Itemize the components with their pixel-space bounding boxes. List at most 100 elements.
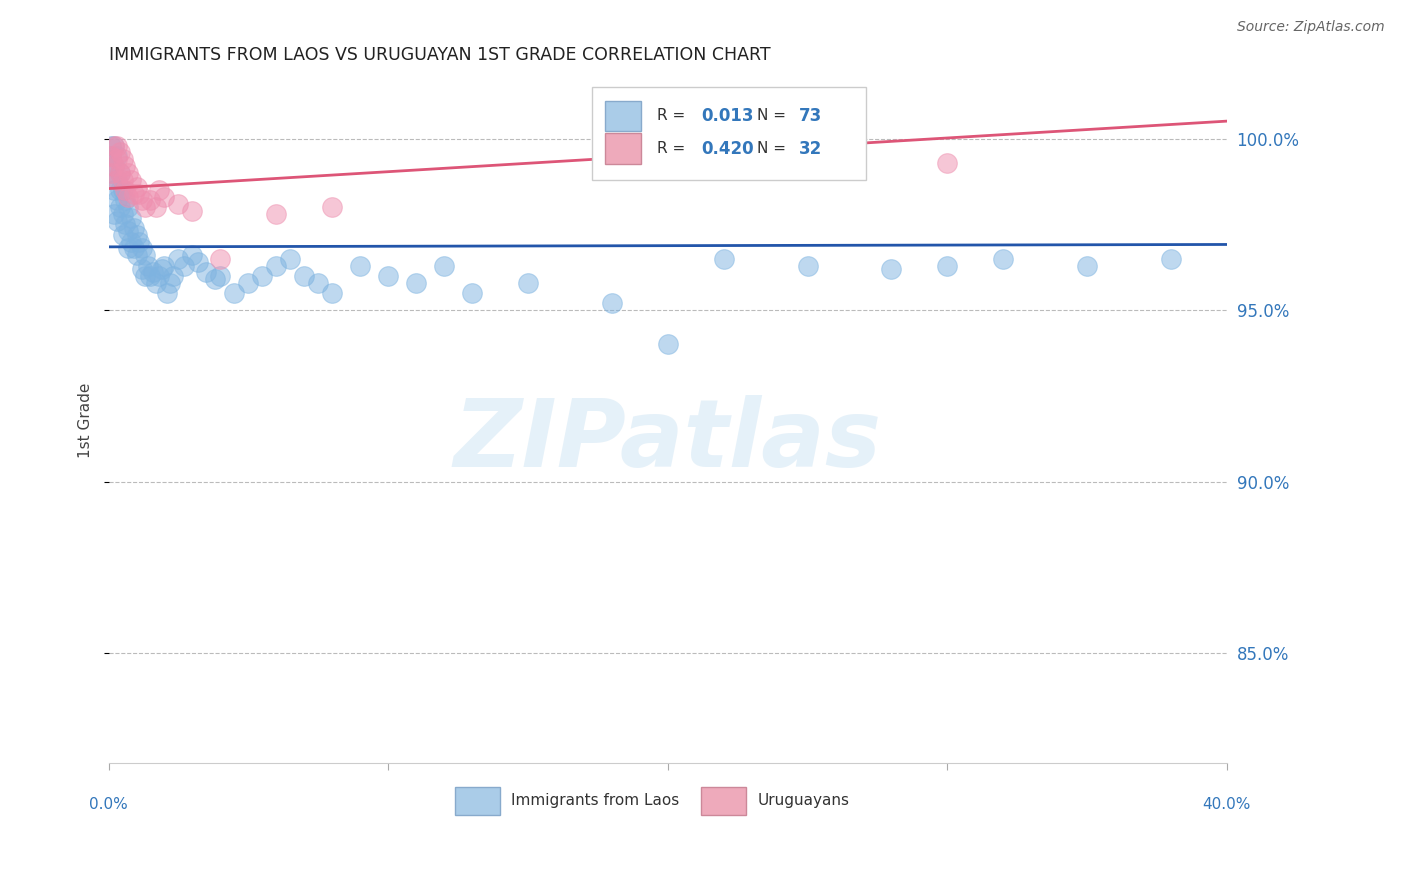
Text: Uruguayans: Uruguayans <box>758 793 849 808</box>
Text: N =: N = <box>758 142 792 156</box>
Point <box>252 268 274 283</box>
Point <box>117 190 139 204</box>
Point <box>125 227 148 242</box>
Point <box>162 268 184 283</box>
Point <box>657 337 679 351</box>
Point <box>105 214 128 228</box>
Point <box>405 276 427 290</box>
Point <box>139 268 162 283</box>
Point <box>461 286 484 301</box>
Point <box>292 268 315 283</box>
Point <box>105 138 128 153</box>
Point <box>156 286 179 301</box>
Point <box>796 259 818 273</box>
Text: R =: R = <box>657 142 690 156</box>
Point <box>103 138 125 153</box>
Point <box>108 166 131 180</box>
Point <box>600 296 623 310</box>
FancyBboxPatch shape <box>456 787 501 814</box>
FancyBboxPatch shape <box>702 787 747 814</box>
Point <box>209 268 232 283</box>
Point <box>100 149 122 163</box>
Text: N =: N = <box>758 109 792 123</box>
Point <box>103 207 125 221</box>
Point <box>125 248 148 262</box>
Point <box>122 220 145 235</box>
Point <box>117 242 139 256</box>
Point <box>153 259 176 273</box>
Point <box>148 183 170 197</box>
Point <box>120 173 142 187</box>
Text: R =: R = <box>657 109 690 123</box>
Point <box>120 211 142 225</box>
Point <box>105 194 128 208</box>
Point <box>114 159 136 173</box>
Point <box>266 259 288 273</box>
Point <box>936 155 959 169</box>
Point <box>128 235 150 249</box>
Point <box>657 142 679 156</box>
Point <box>111 207 134 221</box>
Text: Immigrants from Laos: Immigrants from Laos <box>512 793 679 808</box>
Point <box>114 218 136 232</box>
Point <box>103 159 125 173</box>
Point <box>224 286 246 301</box>
Point <box>134 268 156 283</box>
Point <box>181 248 204 262</box>
Point <box>117 166 139 180</box>
Point <box>142 265 165 279</box>
Point <box>153 190 176 204</box>
Point <box>145 276 167 290</box>
Point <box>187 255 209 269</box>
Point <box>433 259 456 273</box>
Point <box>238 276 260 290</box>
Point <box>159 276 181 290</box>
Point <box>204 272 226 286</box>
Point <box>114 183 136 197</box>
Point <box>114 194 136 208</box>
Point <box>100 149 122 163</box>
Point <box>134 248 156 262</box>
Point <box>117 224 139 238</box>
Point <box>125 179 148 194</box>
Point <box>111 173 134 187</box>
Point <box>145 200 167 214</box>
Point <box>195 265 218 279</box>
Point <box>278 252 301 266</box>
Point <box>100 138 122 153</box>
FancyBboxPatch shape <box>592 87 866 180</box>
Point <box>173 259 195 273</box>
Text: 0.013: 0.013 <box>702 107 754 125</box>
Y-axis label: 1st Grade: 1st Grade <box>79 383 93 458</box>
Point <box>993 252 1015 266</box>
Point <box>111 227 134 242</box>
Text: 0.420: 0.420 <box>702 140 754 158</box>
Point <box>105 173 128 187</box>
Point <box>321 286 343 301</box>
Text: 32: 32 <box>799 140 823 158</box>
Text: IMMIGRANTS FROM LAOS VS URUGUAYAN 1ST GRADE CORRELATION CHART: IMMIGRANTS FROM LAOS VS URUGUAYAN 1ST GR… <box>108 46 770 64</box>
Point <box>131 262 153 277</box>
Point <box>111 183 134 197</box>
Point <box>936 259 959 273</box>
Point <box>377 268 399 283</box>
Point <box>148 268 170 283</box>
Point <box>1076 259 1098 273</box>
Point <box>880 262 903 277</box>
Point <box>105 153 128 167</box>
Point <box>108 200 131 214</box>
Point <box>167 252 190 266</box>
Point <box>131 194 153 208</box>
Point <box>209 252 232 266</box>
Point <box>713 252 735 266</box>
Point <box>150 262 173 277</box>
Point <box>100 166 122 180</box>
Point <box>100 166 122 180</box>
Point <box>181 203 204 218</box>
FancyBboxPatch shape <box>605 134 641 164</box>
Point <box>128 186 150 201</box>
Point <box>516 276 538 290</box>
Point <box>134 200 156 214</box>
Point <box>122 186 145 201</box>
Point <box>103 159 125 173</box>
